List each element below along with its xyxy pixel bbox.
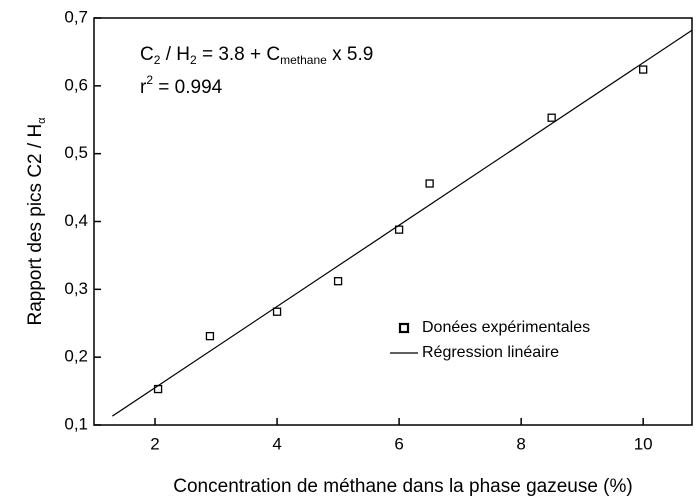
legend-label: Donées expérimentales xyxy=(422,319,590,336)
x-tick-label: 2 xyxy=(150,434,159,453)
x-tick-label: 8 xyxy=(516,434,525,453)
x-tick-label: 6 xyxy=(394,434,403,453)
equation: C2 / H2 = 3.8 + Cmethane x 5.9 xyxy=(140,44,373,67)
x-axis-label: Concentration de méthane dans la phase g… xyxy=(173,476,632,497)
equation-text: = 3.8 + C xyxy=(197,44,280,65)
r-squared-text: r xyxy=(140,77,147,98)
equation-text: / H xyxy=(160,44,190,65)
data-point xyxy=(205,331,215,341)
data-point xyxy=(272,307,282,316)
equation-sub: methane xyxy=(280,53,327,67)
data-point xyxy=(425,179,434,188)
x-tick-label: 10 xyxy=(634,434,653,453)
equation-sub: 2 xyxy=(190,53,197,67)
data-point xyxy=(153,384,163,394)
equation-sub: 2 xyxy=(154,53,161,67)
y-tick-label: 0,5 xyxy=(64,143,88,162)
legend-label: Régression linéaire xyxy=(422,344,559,361)
regression-line xyxy=(111,29,693,417)
data-point xyxy=(547,113,556,122)
legend-marker xyxy=(398,322,410,334)
y-tick-label: 0,1 xyxy=(64,414,88,433)
r-squared-text: = 0.994 xyxy=(153,77,223,98)
y-axis-label-main: Rapport des pics C2 / H xyxy=(25,124,46,326)
equation-text: C xyxy=(140,44,154,65)
y-tick-label: 0,2 xyxy=(64,347,88,366)
y-axis-label: Rapport des pics C2 / Hα xyxy=(25,117,48,326)
y-tick-label: 0,4 xyxy=(64,211,88,230)
x-tick-label: 4 xyxy=(272,434,281,453)
y-axis-label-sub: α xyxy=(36,117,48,124)
data-point xyxy=(333,277,343,286)
y-tick-label: 0,7 xyxy=(64,7,88,26)
data-point xyxy=(639,65,648,74)
data-point xyxy=(394,225,404,234)
equation-text: x 5.9 xyxy=(327,44,373,65)
y-tick-label: 0,6 xyxy=(64,75,88,94)
r-squared-sup: 2 xyxy=(146,73,153,87)
r-squared: r2 = 0.994 xyxy=(140,73,223,98)
y-tick-label: 0,3 xyxy=(64,279,88,298)
